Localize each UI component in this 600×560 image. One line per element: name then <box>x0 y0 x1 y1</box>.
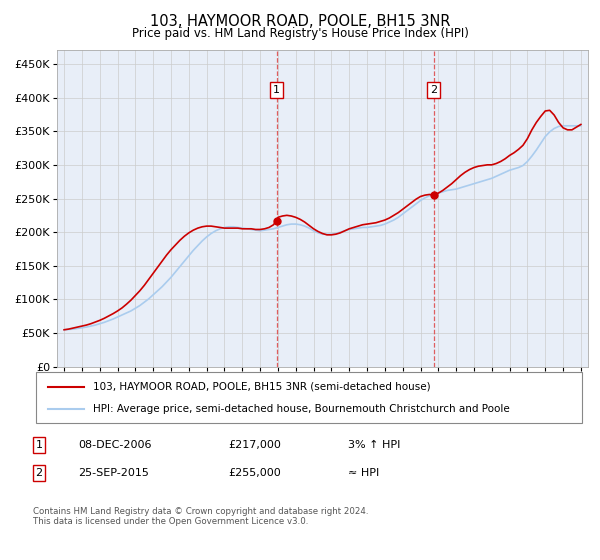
Text: 1: 1 <box>273 85 280 95</box>
Text: Contains HM Land Registry data © Crown copyright and database right 2024.
This d: Contains HM Land Registry data © Crown c… <box>33 507 368 526</box>
Text: £255,000: £255,000 <box>228 468 281 478</box>
Text: 103, HAYMOOR ROAD, POOLE, BH15 3NR: 103, HAYMOOR ROAD, POOLE, BH15 3NR <box>150 14 450 29</box>
Text: 2: 2 <box>35 468 43 478</box>
Text: HPI: Average price, semi-detached house, Bournemouth Christchurch and Poole: HPI: Average price, semi-detached house,… <box>93 404 510 414</box>
Text: 25-SEP-2015: 25-SEP-2015 <box>78 468 149 478</box>
Text: 08-DEC-2006: 08-DEC-2006 <box>78 440 151 450</box>
Text: 3% ↑ HPI: 3% ↑ HPI <box>348 440 400 450</box>
Text: 103, HAYMOOR ROAD, POOLE, BH15 3NR (semi-detached house): 103, HAYMOOR ROAD, POOLE, BH15 3NR (semi… <box>93 381 431 391</box>
Text: 1: 1 <box>35 440 43 450</box>
Text: 2: 2 <box>430 85 437 95</box>
Text: £217,000: £217,000 <box>228 440 281 450</box>
Text: ≈ HPI: ≈ HPI <box>348 468 379 478</box>
Text: Price paid vs. HM Land Registry's House Price Index (HPI): Price paid vs. HM Land Registry's House … <box>131 27 469 40</box>
